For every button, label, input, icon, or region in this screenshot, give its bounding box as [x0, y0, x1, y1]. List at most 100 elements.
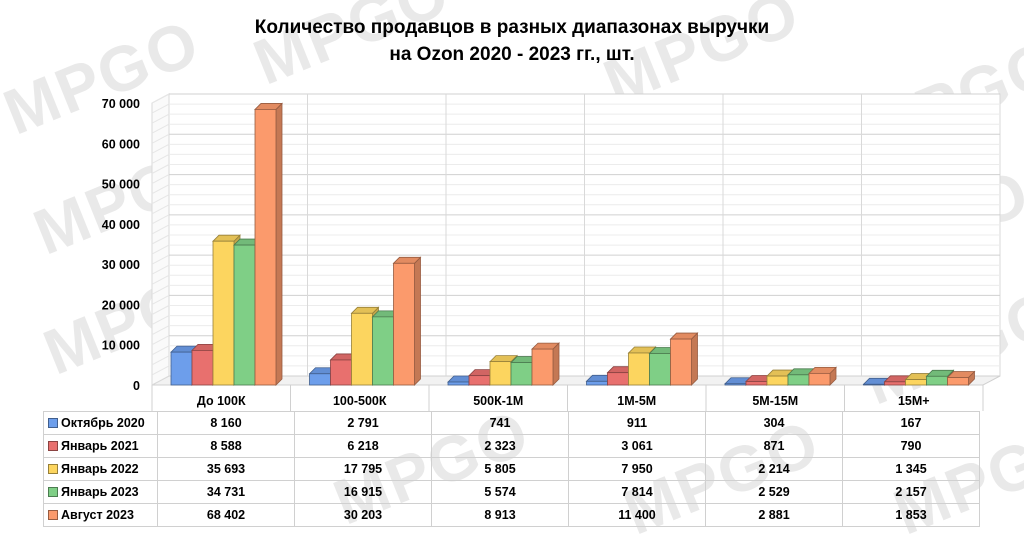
table-cell: 1 853 [842, 503, 980, 527]
table-cell: 7 814 [568, 480, 706, 504]
bar-front [947, 377, 969, 386]
bar-side [275, 102, 283, 386]
table-cell: 167 [842, 411, 980, 435]
bar-front [766, 375, 789, 386]
legend-swatch [48, 440, 58, 451]
data-table: Октябрь 2020 8 160 2 791 741 911 304 167 Январь… [43, 411, 980, 527]
gridline [151, 143, 170, 154]
y-tick-label: 40 000 [102, 218, 140, 232]
gridline [151, 365, 170, 376]
table-cell: 1 345 [842, 457, 980, 481]
bar-chart: 0 10 000 20 000 30 000 40 000 50 000 60 000 70 … [102, 93, 1001, 411]
x-tick-label: 500К-1М [473, 394, 523, 408]
bar-front [510, 362, 533, 386]
y-tick-label: 10 000 [102, 339, 140, 353]
table-cell: 5 805 [431, 457, 569, 481]
gridline [151, 224, 170, 235]
gridline [151, 325, 170, 336]
bar-4-0 [254, 102, 283, 386]
table-cell: 11 400 [568, 503, 706, 527]
gridline [151, 264, 170, 275]
bar-front [586, 380, 608, 386]
table-cell: 8 913 [431, 503, 569, 527]
gridline [151, 164, 170, 174]
legend-entry: Январь 2023 [43, 480, 158, 504]
y-tick-label: 20 000 [102, 298, 140, 312]
table-cell: 2 791 [294, 411, 432, 435]
y-tick-label: 60 000 [102, 137, 140, 151]
bar-side [691, 332, 698, 386]
bar-front [863, 383, 885, 386]
x-tick-label: До 100К [197, 394, 246, 408]
legend-swatch [48, 486, 58, 497]
gridline [151, 234, 170, 245]
legend-entry: Октябрь 2020 [43, 411, 158, 435]
bar-front [926, 375, 948, 386]
chart-title-line-2: на Ozon 2020 - 2023 гг., шт. [389, 44, 635, 65]
bar-front [393, 262, 415, 386]
legend-label: Октябрь 2020 [61, 416, 145, 430]
bar-4-1 [392, 256, 422, 386]
grid-layer [151, 93, 1001, 386]
gridline [151, 204, 170, 215]
chart-title-line-1: Количество продавцов в разных диапазонах… [254, 17, 770, 38]
table-cell: 34 731 [157, 480, 295, 504]
gridline [151, 284, 170, 295]
bar-front [489, 361, 512, 386]
legend-entry: Август 2023 [43, 503, 158, 527]
bar-front [254, 109, 277, 386]
bar-front [191, 350, 214, 386]
gridline [151, 345, 170, 356]
table-row: Январь 2023 34 731 16 915 5 574 7 814 2 529 2 … [43, 480, 980, 504]
y-tick-label: 50 000 [102, 178, 140, 192]
table-cell: 2 157 [842, 480, 980, 504]
gridline [151, 305, 170, 315]
y-tick-label: 70 000 [102, 97, 140, 111]
bar-front [531, 348, 554, 386]
gridline [151, 244, 170, 255]
bar-front [905, 379, 927, 386]
table-cell: 741 [431, 411, 569, 435]
x-tick-label: 100-500К [333, 394, 387, 408]
bar-front [212, 240, 235, 386]
table-cell: 17 795 [294, 457, 432, 481]
legend-entry: Январь 2021 [43, 434, 158, 458]
bar-front [233, 244, 256, 386]
gridline [151, 214, 170, 225]
legend-label: Январь 2022 [61, 462, 139, 476]
bar-front [787, 374, 810, 386]
bar-4-4 [808, 366, 837, 386]
bars [170, 102, 976, 386]
gridline [151, 184, 170, 195]
y-tick-label: 30 000 [102, 258, 140, 272]
bar-side [552, 342, 560, 386]
bar-front [447, 381, 470, 386]
gridline [151, 355, 170, 366]
table-cell: 304 [705, 411, 843, 435]
gridline [151, 174, 170, 185]
bar-front [808, 372, 831, 386]
table-cell: 8 588 [157, 434, 295, 458]
table-cell: 3 061 [568, 434, 706, 458]
bar-4-2 [531, 342, 560, 386]
table-row: Октябрь 2020 8 160 2 791 741 911 304 167 [43, 411, 980, 435]
gridline [151, 113, 170, 124]
bar-front [330, 359, 352, 386]
bar-front [309, 373, 331, 386]
gridline [151, 335, 170, 346]
table-cell: 6 218 [294, 434, 432, 458]
gridline [151, 133, 170, 144]
bar-front [351, 312, 373, 386]
legend-swatch [48, 509, 58, 520]
bar-front [724, 383, 747, 386]
table-cell: 68 402 [157, 503, 295, 527]
bar-4-5 [946, 370, 976, 386]
y-axis: 0 10 000 20 000 30 000 40 000 50 000 60 000 70 … [102, 97, 984, 411]
legend-entry: Январь 2022 [43, 457, 158, 481]
gridline [151, 123, 170, 134]
x-tick-label: 5М-15М [752, 394, 798, 408]
legend-label: Август 2023 [61, 508, 134, 522]
table-cell: 16 915 [294, 480, 432, 504]
bar-front [628, 352, 650, 386]
bar-front [649, 353, 671, 386]
